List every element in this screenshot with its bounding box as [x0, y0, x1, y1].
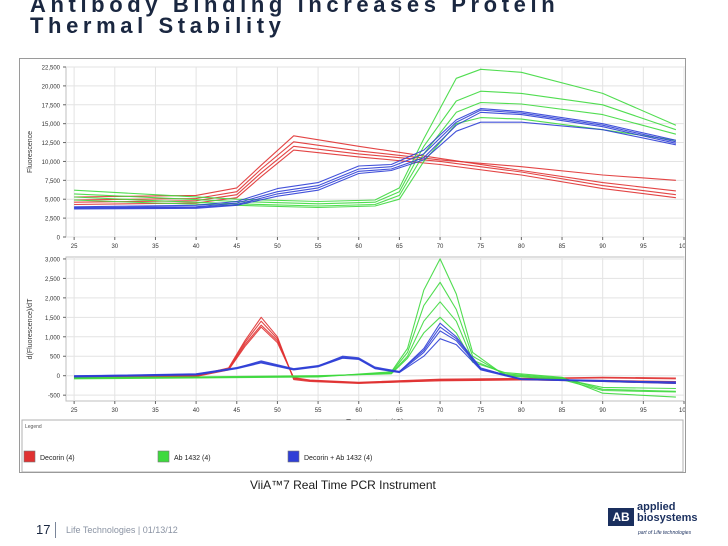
- top-series-line: [74, 109, 677, 209]
- bottom-x-tick-label: 55: [315, 408, 322, 414]
- footer-text: Life Technologies | 01/13/12: [66, 525, 178, 535]
- melt-curve-charts: 0 2,500 5,000 7,500 10,000 12,500 15,000 17,500…: [21, 66, 690, 473]
- legend-swatch: [287, 450, 300, 463]
- bottom-series-line: [74, 326, 676, 384]
- legend-label: Decorin + Ab 1432 (4): [304, 455, 372, 462]
- bottom-x-tick-label: 70: [437, 408, 444, 414]
- top-y-tick-label: 7,500: [45, 179, 61, 185]
- top-x-tick-label: 100: [679, 244, 685, 250]
- top-x-tick-label: 75: [477, 244, 484, 250]
- top-series-line: [74, 111, 677, 209]
- bottom-x-tick-label: 65: [396, 408, 403, 414]
- bottom-x-tick-label: 85: [559, 408, 566, 414]
- bottom-y-tick-label: 1,500: [45, 316, 61, 322]
- page-number: 17: [36, 522, 51, 537]
- logo-word-2: biosystems: [637, 512, 698, 524]
- slide-title: Antibody Binding increases Protein Therm…: [30, 0, 720, 38]
- bottom-x-tick-label: 35: [152, 408, 159, 414]
- top-series-line: [74, 141, 676, 201]
- bottom-y-tick-label: -500: [48, 394, 61, 400]
- bottom-series-line: [74, 316, 676, 398]
- instrument-caption: ViiA™7 Real Time PCR Instrument: [250, 478, 436, 492]
- legend-swatch: [157, 450, 170, 463]
- top-x-tick-label: 35: [152, 244, 159, 250]
- legend-title: Legend: [25, 424, 42, 430]
- top-y-tick-label: 15,000: [42, 122, 61, 128]
- legend-label: Decorin (4): [40, 455, 75, 462]
- derivative-plot: -500 0 500 1,000 1,500 2,000 2,500 3,000 25 30 35 4…: [27, 256, 690, 426]
- top-y-tick-label: 20,000: [42, 84, 61, 90]
- logo-word-1: applied: [637, 501, 676, 513]
- top-y-tick-label: 17,500: [42, 103, 61, 109]
- top-x-tick-label: 30: [111, 244, 118, 250]
- bottom-x-tick-label: 75: [477, 408, 484, 414]
- top-series-line: [74, 135, 676, 198]
- top-y-tick-label: 12,500: [42, 141, 61, 147]
- bottom-y-tick-label: 500: [50, 355, 61, 361]
- top-x-tick-label: 90: [599, 244, 606, 250]
- legend: Legend Decorin (4) Ab 1432 (4) Decorin + Ab…: [21, 419, 684, 473]
- top-x-tick-label: 65: [396, 244, 403, 250]
- top-x-tick-label: 70: [437, 244, 444, 250]
- top-y-tick-label: 22,500: [42, 66, 61, 72]
- legend-label: Ab 1432 (4): [174, 455, 211, 462]
- bottom-y-tick-label: 0: [57, 374, 61, 380]
- top-y-tick-label: 10,000: [42, 160, 61, 166]
- top-y-tick-label: 2,500: [45, 217, 61, 223]
- top-x-tick-label: 60: [355, 244, 362, 250]
- top-x-tick-label: 95: [640, 244, 647, 250]
- top-x-tick-label: 85: [559, 244, 566, 250]
- applied-biosystems-logo: AB applied biosystems part of Life techn…: [608, 502, 720, 542]
- bottom-y-axis-title: d(Fluorescence)/dT: [27, 298, 34, 359]
- top-series-line: [74, 121, 677, 210]
- bottom-x-tick-label: 30: [111, 408, 118, 414]
- top-y-tick-label: 0: [57, 236, 61, 242]
- logo-mark: AB: [608, 508, 634, 526]
- top-series-line: [74, 108, 677, 208]
- top-x-tick-label: 25: [71, 244, 78, 250]
- top-x-tick-label: 50: [274, 244, 281, 250]
- top-x-tick-label: 80: [518, 244, 525, 250]
- top-series-line: [74, 90, 677, 205]
- bottom-series-line: [74, 338, 676, 383]
- bottom-x-tick-label: 60: [355, 408, 362, 414]
- bottom-x-tick-label: 95: [640, 408, 647, 414]
- bottom-x-tick-label: 45: [233, 408, 240, 414]
- bottom-x-tick-label: 80: [518, 408, 525, 414]
- bottom-x-tick-label: 50: [274, 408, 281, 414]
- slide-title-line1: Antibody Binding increases Protein: [30, 0, 560, 17]
- legend-box: [21, 419, 684, 473]
- bottom-y-tick-label: 2,000: [45, 296, 61, 302]
- legend-swatch: [23, 450, 36, 463]
- bottom-x-tick-label: 25: [71, 408, 78, 414]
- bottom-y-tick-label: 1,000: [45, 335, 61, 341]
- top-y-tick-label: 5,000: [45, 198, 61, 204]
- fluorescence-plot: 0 2,500 5,000 7,500 10,000 12,500 15,000 17,500…: [27, 66, 690, 251]
- top-series-line: [74, 117, 676, 209]
- slide-title-line2: Thermal Stability: [30, 13, 286, 38]
- chart-panel: 0 2,500 5,000 7,500 10,000 12,500 15,000 17,500…: [19, 58, 690, 473]
- footer-divider: [55, 522, 56, 538]
- logo-wordmark: applied biosystems: [637, 502, 698, 524]
- bottom-x-tick-label: 100: [679, 408, 685, 414]
- bottom-y-tick-label: 2,500: [45, 277, 61, 283]
- top-x-tick-label: 55: [315, 244, 322, 250]
- top-plot-area: [65, 66, 685, 238]
- bottom-y-tick-label: 3,000: [45, 257, 61, 263]
- bottom-x-tick-label: 40: [193, 408, 200, 414]
- bottom-x-tick-label: 90: [599, 408, 606, 414]
- top-x-tick-label: 40: [193, 244, 200, 250]
- logo-subtitle: part of Life technologies: [638, 530, 692, 536]
- top-y-axis-title: Fluorescence: [27, 131, 34, 173]
- top-x-tick-label: 45: [233, 244, 240, 250]
